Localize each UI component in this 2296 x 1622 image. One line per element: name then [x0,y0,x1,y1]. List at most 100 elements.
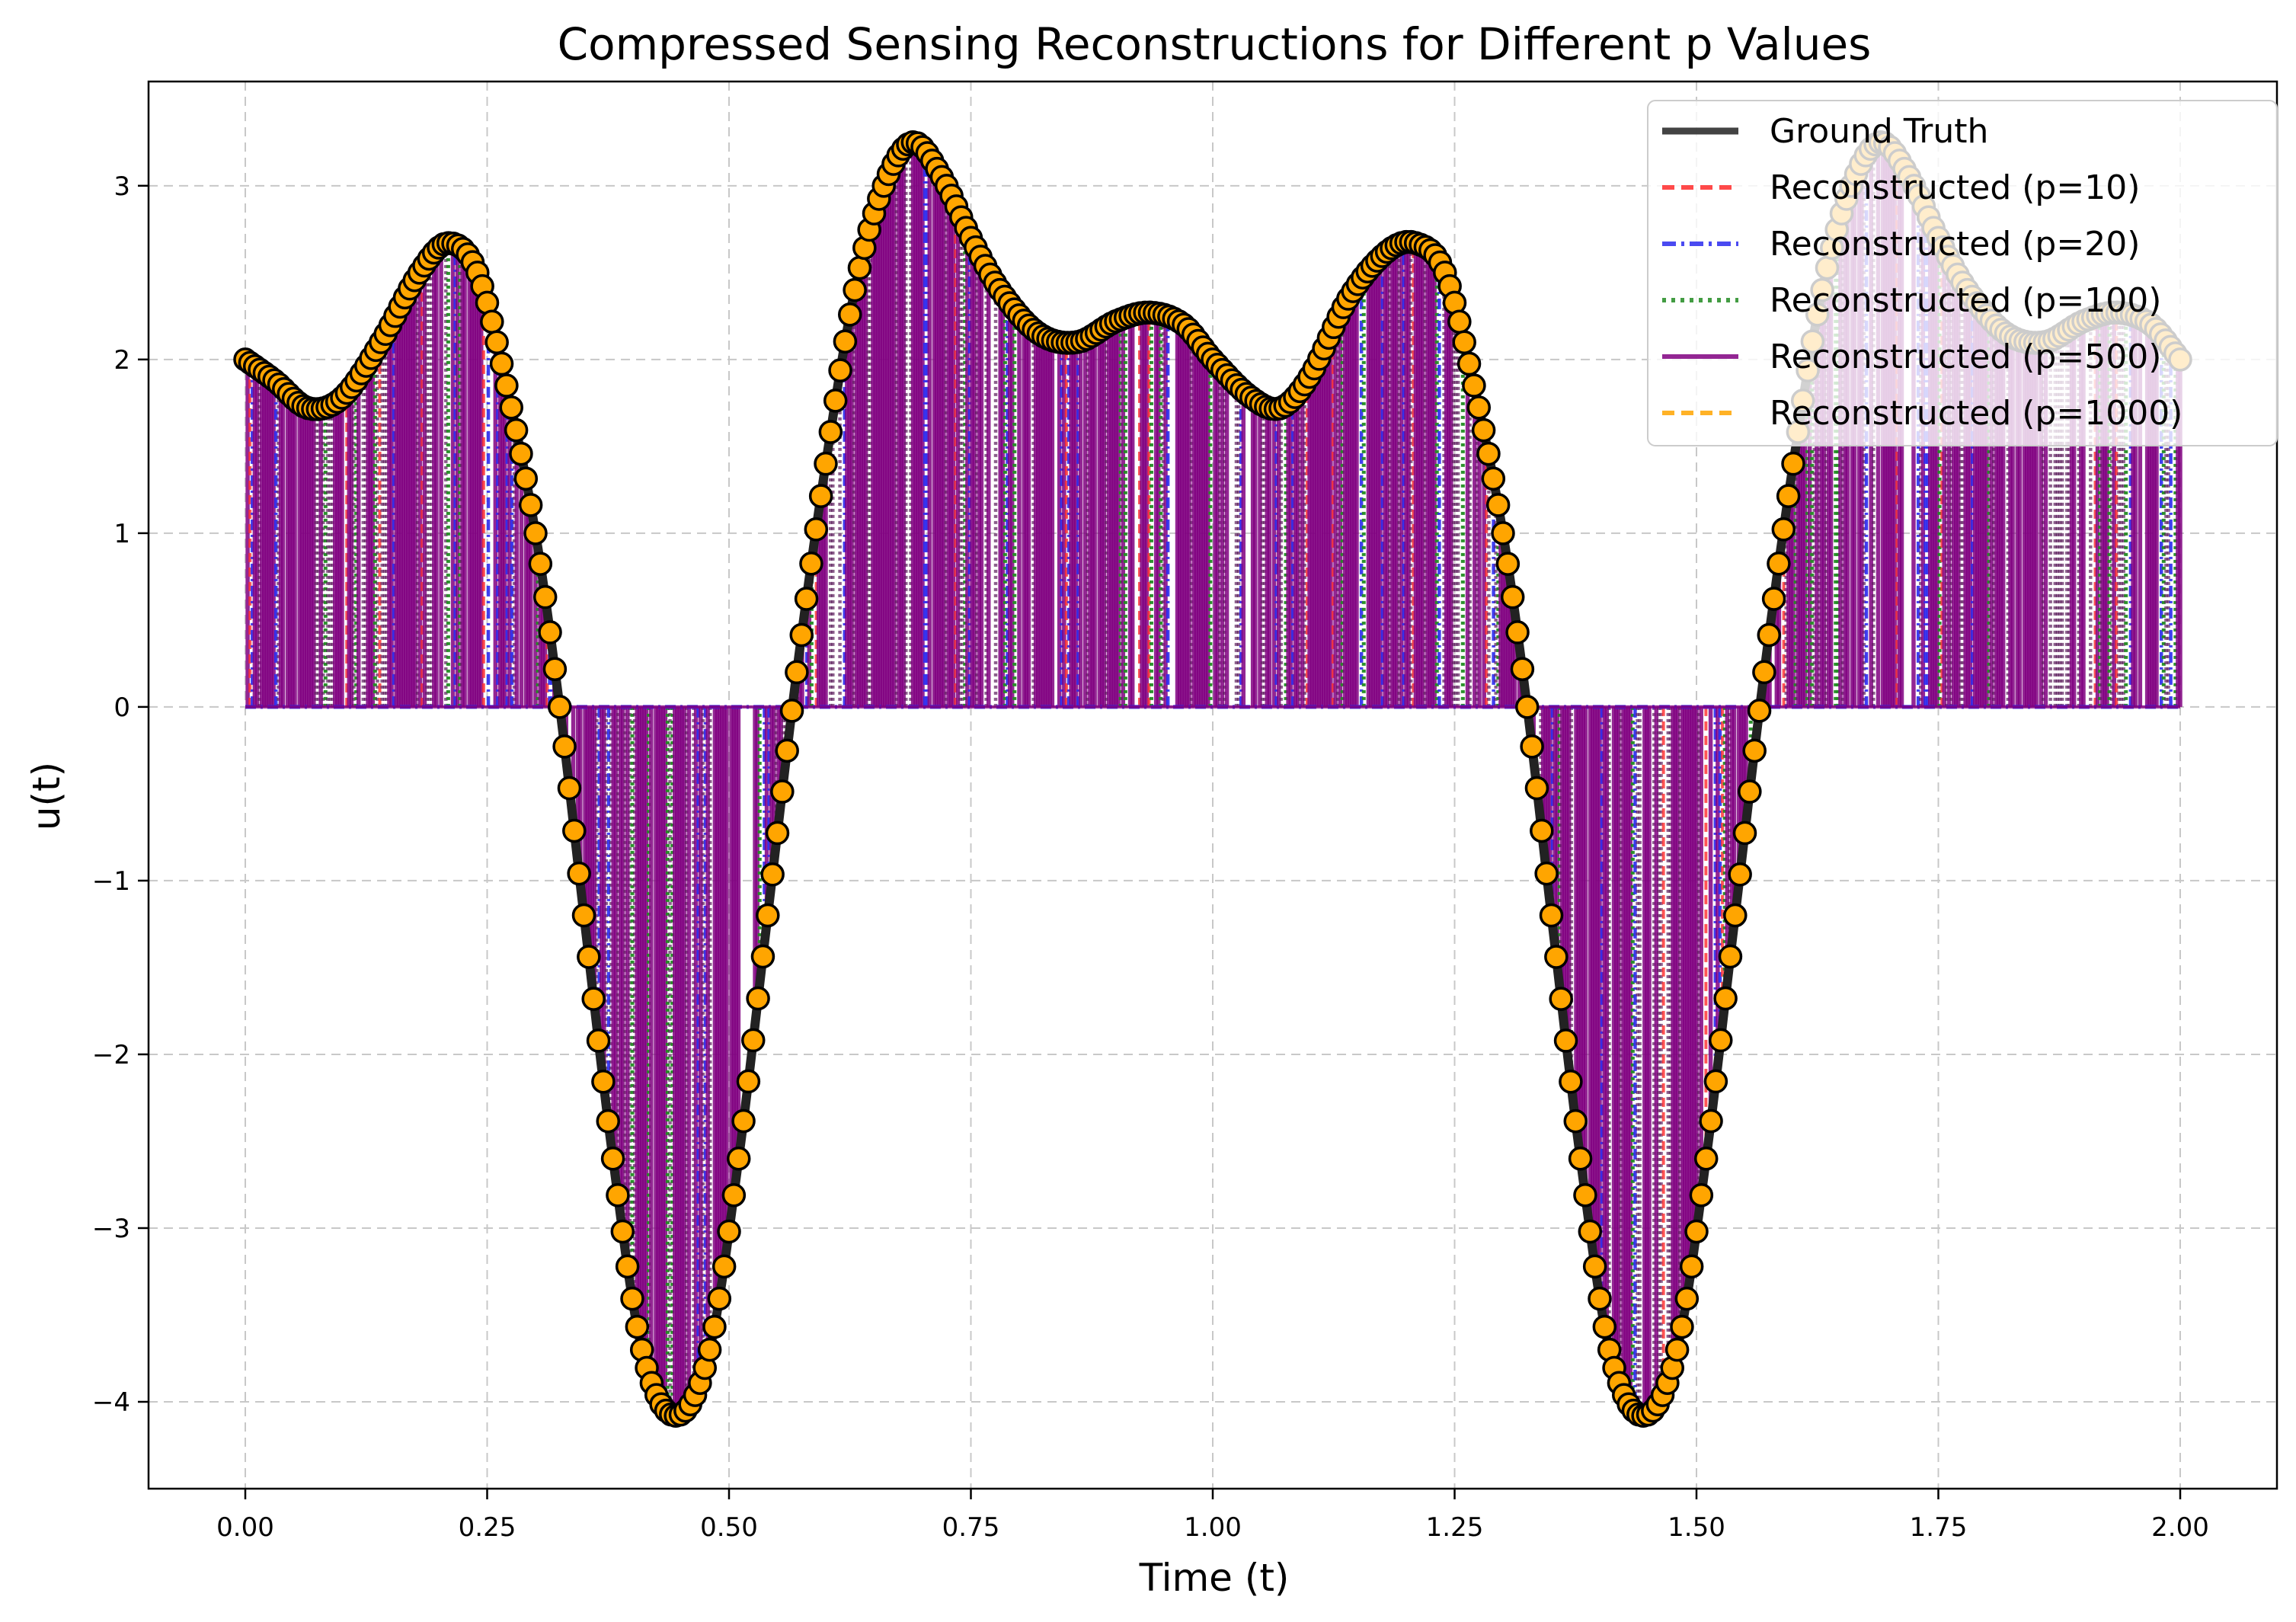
legend-label: Reconstructed (p=100) [1770,281,2161,320]
sample-marker [523,521,548,545]
sample-marker [1693,1147,1719,1171]
sample-marker [567,861,591,886]
sample-marker [1549,987,1573,1011]
sample-marker [833,329,858,354]
sample-marker [615,1254,640,1279]
sample-marker [1588,1286,1612,1311]
sample-marker [1447,309,1472,334]
legend-box [1647,100,2278,446]
legend-label: Reconstructed (p=1000) [1770,394,2182,433]
sample-marker [785,660,809,685]
sample-marker [726,1147,751,1171]
sample-marker [1530,818,1554,843]
sample-marker [1684,1219,1709,1244]
sample-marker [1476,441,1501,466]
sample-marker [562,818,587,843]
sample-marker [717,1219,741,1244]
sample-marker [1457,351,1482,376]
sample-marker [1670,1314,1694,1339]
sample-marker [1485,493,1511,517]
sample-marker [794,587,819,611]
sample-marker [1553,1029,1578,1053]
sample-marker [1568,1147,1593,1171]
sample-marker [779,699,804,723]
sample-marker [1466,395,1491,420]
sample-marker [542,657,568,681]
sample-marker [741,1028,766,1053]
sample-marker [552,734,577,759]
sample-marker [1674,1286,1700,1311]
x-tick-label: 0.50 [700,1512,758,1543]
sample-marker [494,373,519,398]
sample-marker [1781,451,1805,476]
sample-marker [548,695,572,719]
legend-label: Ground Truth [1770,112,1988,151]
sample-marker [596,1109,620,1134]
x-tick-label: 1.50 [1668,1512,1725,1543]
sample-marker [1500,584,1525,609]
sample-marker [1689,1182,1714,1208]
sample-marker [1664,1337,1690,1362]
sample-marker [1481,466,1506,491]
sample-marker [484,330,509,354]
sample-marker [804,517,829,542]
sample-marker [606,1182,630,1208]
sample-marker [1573,1182,1597,1208]
sample-marker [823,389,848,413]
sample-marker [750,944,775,969]
sample-marker [1491,521,1515,545]
x-tick-label: 0.25 [459,1512,516,1543]
sample-marker [1709,1028,1733,1053]
sample-marker [799,552,823,576]
sample-marker [513,466,539,491]
sample-marker [610,1219,635,1244]
sample-marker [814,451,838,476]
sample-marker [538,620,562,645]
x-tick-label: 2.00 [2151,1512,2209,1543]
sample-marker [1771,517,1796,542]
sample-marker [1679,1254,1704,1279]
sample-marker [712,1254,737,1279]
sample-marker [843,277,867,302]
sample-marker [571,903,596,928]
y-tick-label: 3 [114,171,130,202]
sample-marker [557,776,582,801]
sample-marker [1713,986,1738,1011]
y-tick-label: −4 [92,1387,130,1418]
sample-marker [838,302,862,327]
y-axis-ticks: −4 −3 −2 −1 0 1 2 3 [92,171,149,1418]
sample-marker [721,1182,747,1208]
sample-marker [1505,620,1530,645]
legend: Ground Truth Reconstructed (p=10) Reconstr… [1647,100,2278,446]
sample-marker [1767,552,1791,576]
sample-marker [808,484,833,508]
legend-label: Reconstructed (p=500) [1770,338,2161,376]
y-axis-label: u(t) [24,762,69,830]
sample-marker [1452,330,1476,354]
sample-marker [770,779,795,804]
sample-marker [1559,1069,1583,1094]
y-tick-label: 2 [114,345,130,376]
sample-marker [528,552,553,576]
sample-marker [591,1069,616,1094]
sample-marker [760,862,785,887]
sample-marker [828,358,852,382]
sample-marker [746,986,770,1011]
y-tick-label: 0 [114,693,130,723]
sample-marker [1738,779,1762,804]
sample-marker [731,1109,756,1134]
sample-marker [707,1286,732,1311]
sample-marker [1524,776,1549,801]
sample-marker [789,622,814,648]
legend-label: Reconstructed (p=10) [1770,168,2140,207]
sample-marker [756,903,780,928]
x-tick-label: 1.00 [1184,1512,1242,1543]
sample-marker [577,945,601,969]
sample-marker [1534,861,1559,886]
sample-marker [1728,862,1752,887]
sample-marker [1757,622,1781,648]
y-tick-label: 1 [114,519,130,549]
sample-marker [1471,417,1496,443]
sample-marker [1578,1219,1603,1244]
x-tick-label: 0.00 [216,1512,274,1543]
